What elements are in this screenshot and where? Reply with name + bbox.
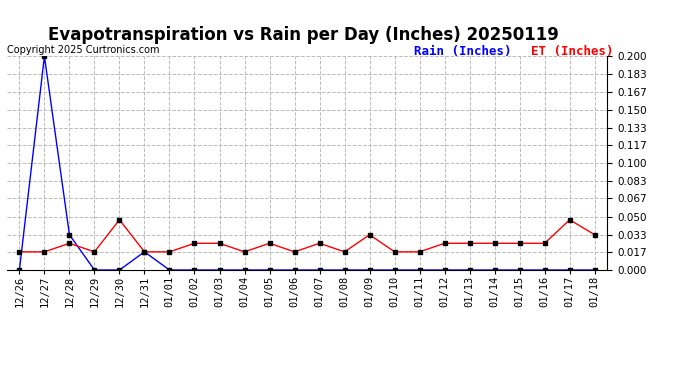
Text: ET (Inches): ET (Inches) [531, 45, 614, 58]
Text: Evapotranspiration vs Rain per Day (Inches) 20250119: Evapotranspiration vs Rain per Day (Inch… [48, 26, 559, 44]
Text: Copyright 2025 Curtronics.com: Copyright 2025 Curtronics.com [7, 45, 159, 55]
Text: Rain (Inches): Rain (Inches) [414, 45, 511, 58]
